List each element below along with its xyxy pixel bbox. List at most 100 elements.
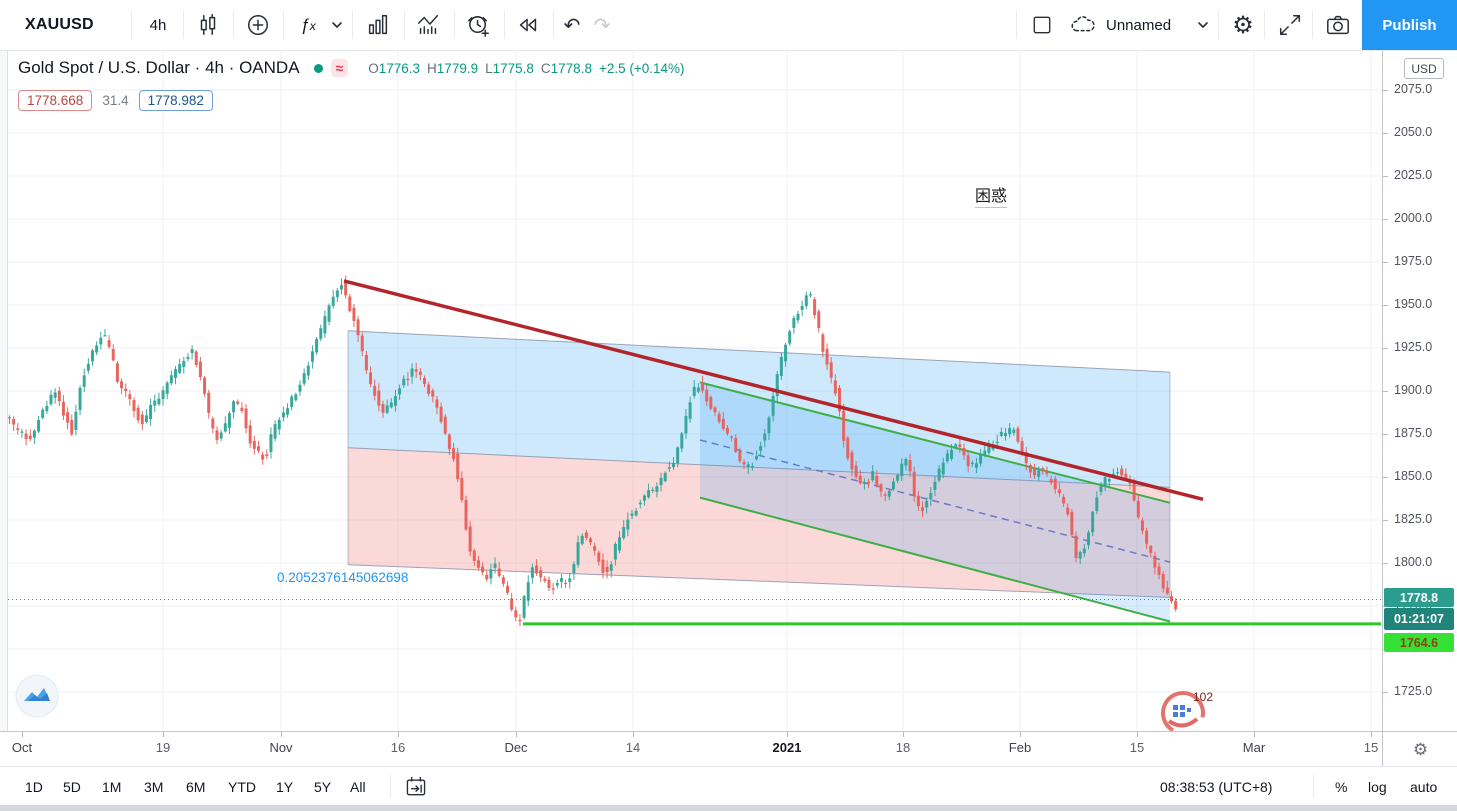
change-value: +2.5 (+0.14%) [598, 60, 685, 76]
toolbar-separator [233, 11, 234, 39]
layout-name-button[interactable]: Unnamed [1100, 0, 1177, 50]
range-1m-button[interactable]: 1M [102, 778, 122, 795]
interval-button[interactable]: 4h [138, 0, 178, 50]
price-axis[interactable]: USD 2075.0 2050.0 2025.0 2000.0 1975.0 1950.0… [1382, 50, 1457, 731]
publish-label: Publish [1382, 16, 1437, 34]
log-scale-button[interactable]: log [1368, 778, 1387, 795]
auto-scale-button[interactable]: auto [1410, 778, 1438, 795]
price-chips-row: 1778.668 31.4 1778.982 [18, 90, 213, 111]
time-tick-label: 14 [625, 740, 641, 755]
indicators-button[interactable]: ƒx [290, 0, 326, 50]
alert-price-chip[interactable]: 1778.668 [18, 90, 93, 111]
chevron-down-icon [332, 22, 342, 28]
indicators-dropdown-arrow[interactable] [326, 0, 348, 50]
price-tick [1383, 219, 1388, 220]
time-tick [633, 732, 634, 737]
symbol-button[interactable]: XAUUSD [10, 0, 143, 50]
undo-button[interactable]: ↶ [558, 0, 586, 50]
compare-plus-icon [247, 14, 269, 36]
cloud-icon [1071, 16, 1095, 32]
redo-icon: ↷ [593, 14, 611, 37]
toolbar-separator [504, 11, 505, 39]
layout-button[interactable] [1024, 0, 1060, 50]
snapshot-button[interactable] [1318, 0, 1358, 50]
range-all-button[interactable]: All [350, 778, 366, 795]
price-tick-label: 1875.0 [1394, 426, 1433, 440]
price-tick-label: 1850.0 [1394, 469, 1433, 483]
range-1y-button[interactable]: 1Y [276, 778, 294, 795]
price-tick [1383, 563, 1388, 564]
bar-chart-icon [368, 14, 388, 35]
price-tick [1383, 262, 1388, 263]
fullscreen-icon [1279, 14, 1301, 36]
axis-settings-corner[interactable]: ⚙ [1382, 732, 1457, 767]
rewind-icon [519, 18, 537, 32]
chart-patterns-button[interactable] [409, 0, 447, 50]
layout-name-label: Unnamed [1106, 16, 1172, 34]
time-tick [787, 732, 788, 737]
percent-scale-button[interactable]: % [1335, 778, 1348, 795]
forecast-pattern-icon [417, 14, 439, 35]
calendar-arrow-icon [406, 776, 426, 795]
stamp-icon: 102 [1161, 690, 1213, 735]
chart-title: Gold Spot / U.S. Dollar · 4h · OANDA [18, 58, 300, 77]
range-1d-button[interactable]: 1D [25, 778, 43, 795]
fullscreen-button[interactable] [1270, 0, 1310, 50]
top-toolbar: XAUUSD 4h ƒx [0, 0, 1457, 51]
chart-legend[interactable]: Gold Spot / U.S. Dollar · 4h · OANDA ≈ O… [18, 58, 685, 78]
currency-badge[interactable]: USD [1404, 58, 1444, 79]
chart-style-button[interactable] [189, 0, 227, 50]
interval-label: 4h [149, 16, 167, 34]
candlestick-icon [200, 14, 216, 36]
price-tick [1383, 133, 1388, 134]
price-distance-label: 31.4 [102, 93, 129, 108]
settings-button[interactable]: ⚙ [1224, 0, 1262, 50]
chart-text-note[interactable]: 困惑 [975, 182, 1008, 208]
collapsed-left-panel[interactable]: ( [0, 0, 8, 811]
price-tick [1383, 477, 1388, 478]
last-price-badge: 1778.8 [1384, 588, 1454, 607]
alarm-clock-plus-icon [467, 15, 489, 37]
publish-button[interactable]: Publish [1362, 0, 1457, 50]
replay-button[interactable] [509, 0, 547, 50]
time-tick-label: 15 [1129, 740, 1145, 755]
compare-button[interactable] [239, 0, 277, 50]
alert-button[interactable] [459, 0, 497, 50]
stamp-number-text: 102 [1193, 690, 1213, 704]
price-tick-label: 1800.0 [1394, 555, 1433, 569]
tradingview-watermark-logo[interactable] [14, 673, 60, 719]
price-tick [1383, 348, 1388, 349]
time-tick [22, 732, 23, 737]
toolbar-separator [283, 11, 284, 39]
cloud-save-indicator[interactable] [1066, 0, 1100, 50]
toolbar-separator [454, 11, 455, 39]
redo-button[interactable]: ↷ [588, 0, 616, 50]
range-5y-button[interactable]: 5Y [314, 778, 332, 795]
toolbar-separator [131, 11, 132, 39]
price-tick-label: 1900.0 [1394, 383, 1433, 397]
toolbar-separator [1218, 11, 1219, 39]
time-axis[interactable]: Oct 19 Nov 16 Dec 14 2021 18 Feb 15 Mar 15 ⚙ [0, 731, 1457, 767]
indicator-templates-button[interactable] [359, 0, 397, 50]
range-ytd-button[interactable]: YTD [228, 778, 256, 795]
go-to-date-button[interactable] [404, 767, 428, 806]
range-6m-button[interactable]: 6M [186, 778, 206, 795]
time-tick [516, 732, 517, 737]
time-tick-label: Mar [1242, 740, 1266, 755]
layout-dropdown-arrow[interactable] [1192, 0, 1214, 50]
ohlc-values: O1776.3 H1779.9 L1775.8 C1778.8 +2.5 (+0… [368, 60, 685, 76]
time-tick-label: 18 [895, 740, 911, 755]
price-tick [1383, 391, 1388, 392]
range-5d-button[interactable]: 5D [63, 778, 81, 795]
time-tick [163, 732, 164, 737]
toolbar-separator [183, 11, 184, 39]
toolbar-separator [1016, 11, 1017, 39]
channel-ratio-label[interactable]: 0.2052376145062698 [277, 570, 409, 585]
toolbar-separator [404, 11, 405, 39]
stamp-watermark: 102 [1155, 683, 1217, 739]
time-tick-label: 15 [1363, 740, 1379, 755]
order-price-chip[interactable]: 1778.982 [138, 90, 213, 111]
range-3m-button[interactable]: 3M [144, 778, 164, 795]
clock-label[interactable]: 08:38:53 (UTC+8) [1160, 778, 1273, 795]
